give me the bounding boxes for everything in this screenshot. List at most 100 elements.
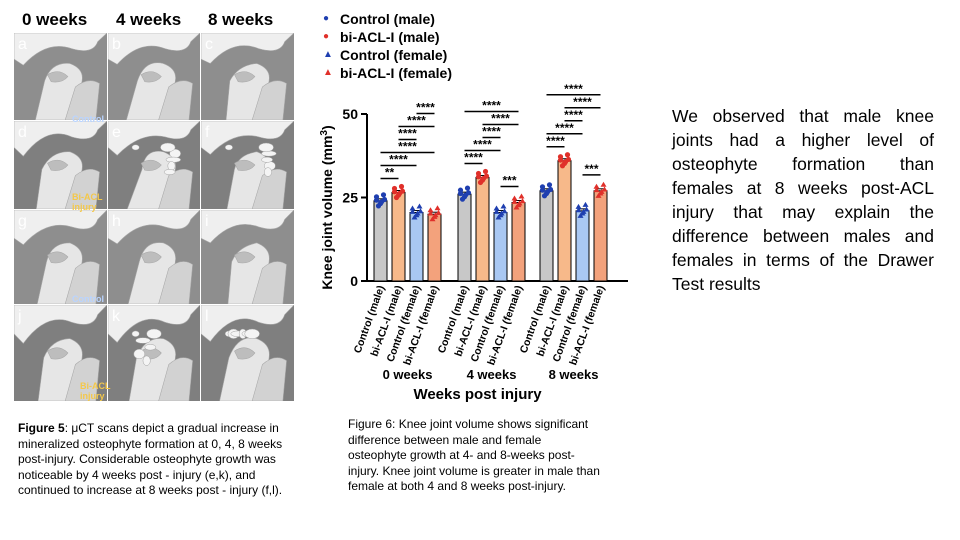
y-axis-label-superscript: 3: [319, 130, 330, 136]
data-point: [593, 183, 600, 189]
panel-label-l: l: [205, 308, 209, 325]
data-point: [562, 159, 569, 165]
data-point: [580, 208, 587, 214]
data-point: [378, 199, 385, 205]
data-point: [409, 208, 416, 214]
data-point: [501, 208, 508, 214]
panel-caption-injury-2-line: injury: [80, 391, 105, 401]
data-point: [601, 186, 608, 192]
figure-6-caption: Figure 6: Knee joint volume shows signif…: [348, 417, 600, 495]
data-point: [516, 200, 523, 206]
data-point: [475, 174, 482, 180]
panel-caption-injury-2-line: Bi-ACL: [80, 381, 111, 391]
significance-label: ****: [464, 150, 483, 164]
bar: [511, 202, 526, 282]
ct-panel-e: e: [108, 121, 200, 209]
bar: [593, 190, 608, 282]
data-point: [539, 187, 546, 193]
group-label: 0 weeks: [383, 367, 433, 382]
panel-caption-control-2-line: Control: [72, 294, 104, 304]
data-point: [582, 201, 589, 207]
data-point: [559, 163, 566, 169]
data-point: [595, 192, 602, 198]
data-point: [434, 205, 441, 211]
panel-label-b: b: [112, 36, 121, 53]
data-point: [598, 188, 605, 194]
legend-marker-icon: ▲: [323, 49, 333, 60]
data-point: [411, 214, 418, 220]
data-point: [482, 168, 489, 175]
data-point: [513, 204, 520, 210]
panel-label-f: f: [205, 124, 210, 141]
data-point: [564, 152, 571, 158]
panel-caption-control-1-line: Control: [72, 114, 104, 124]
week-header-4: 4 weeks: [116, 10, 182, 29]
data-point: [409, 205, 416, 211]
significance-label: ***: [502, 174, 516, 188]
panel-label-i: i: [205, 213, 209, 230]
panel-label-h: h: [112, 213, 121, 230]
data-point: [380, 192, 387, 198]
data-point: [519, 198, 526, 204]
significance-label: ****: [491, 111, 510, 125]
legend-marker-icon: ▲: [323, 67, 333, 78]
y-axis-label: Knee joint volume (mm3): [319, 125, 336, 289]
data-point: [511, 195, 518, 201]
ct-panel-k: k: [108, 305, 200, 401]
data-point: [427, 210, 434, 216]
y-axis-label-close: ): [319, 125, 335, 130]
legend-marker-icon: ●: [323, 31, 330, 42]
y-tick-label: 50: [342, 106, 358, 122]
panel-label-a: a: [18, 36, 27, 53]
panel-label-e: e: [112, 124, 121, 141]
bar: [373, 200, 388, 282]
week-header-8: 8 weeks: [208, 10, 274, 29]
ct-panel-h: h: [108, 210, 200, 304]
bar: [457, 193, 472, 282]
legend-marker-icon: ●: [323, 13, 330, 24]
y-tick-label: 0: [350, 273, 358, 289]
ct-panel-b: b: [108, 33, 200, 120]
data-point: [391, 189, 398, 195]
data-point: [583, 206, 590, 212]
bar: [391, 191, 406, 282]
panel-caption-injury-1: Bi-ACL injury: [72, 192, 103, 212]
figure-5-caption: Figure 5: μCT scans depict a gradual inc…: [18, 421, 286, 499]
data-point: [396, 190, 403, 197]
panel-caption-injury-1-line: injury: [72, 202, 97, 212]
panel-label-k: k: [112, 308, 120, 325]
significance-label: ***: [584, 162, 598, 176]
data-point: [577, 212, 584, 218]
data-point: [493, 208, 500, 214]
legend-label: bi-ACL-I (male): [340, 29, 440, 45]
bar: [493, 212, 508, 282]
data-point: [493, 205, 500, 211]
data-point: [416, 203, 423, 209]
data-point: [477, 179, 484, 186]
data-point: [398, 183, 405, 190]
data-point: [427, 207, 434, 213]
data-point: [459, 196, 466, 202]
data-point: [462, 192, 469, 198]
bar: [575, 210, 590, 282]
significance-label: ****: [564, 82, 583, 96]
data-point: [414, 210, 421, 216]
significance-label: ****: [546, 134, 565, 148]
data-point: [593, 187, 600, 193]
data-point: [600, 181, 607, 187]
data-point: [518, 193, 525, 199]
ct-panel-c: c: [201, 33, 294, 120]
panel-caption-injury-1-line: Bi-ACL: [72, 192, 103, 202]
x-axis-label: Weeks post injury: [413, 386, 542, 403]
data-point: [375, 203, 382, 209]
week-header-0: 0 weeks: [22, 10, 88, 29]
data-point: [546, 182, 553, 188]
data-point: [495, 214, 502, 220]
ct-panel-d: d: [14, 121, 107, 209]
panel-label-d: d: [18, 124, 27, 141]
legend-label: Control (male): [340, 11, 435, 27]
data-point: [393, 194, 400, 201]
figure-6-label: Figure 6: [348, 417, 393, 431]
ct-panel-j: j: [14, 305, 107, 401]
